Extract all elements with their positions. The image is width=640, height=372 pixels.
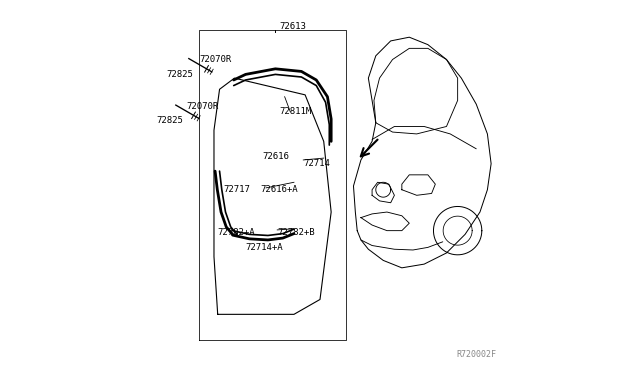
Text: 72825: 72825 [156,116,183,125]
Text: 72825: 72825 [167,70,194,79]
Text: 72613: 72613 [279,22,306,31]
Text: 72811M: 72811M [279,107,311,116]
Text: 72782+A: 72782+A [218,228,255,237]
Text: 72616+A: 72616+A [260,185,298,194]
Text: R720002F: R720002F [457,350,497,359]
Text: 72714: 72714 [303,159,330,168]
Text: 72616: 72616 [262,152,289,161]
Text: 72070R: 72070R [199,55,231,64]
Text: 72070R: 72070R [186,102,218,110]
Text: 72782+B: 72782+B [277,228,315,237]
Text: 72714+A: 72714+A [246,243,284,252]
Text: 72717: 72717 [223,185,250,194]
